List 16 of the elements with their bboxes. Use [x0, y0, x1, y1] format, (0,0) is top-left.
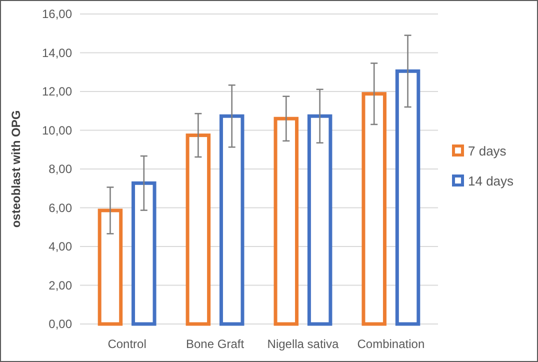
x-tick-label: Control	[108, 337, 146, 351]
y-tick-label: 16,00	[42, 7, 72, 22]
y-axis-title: osteoblast with OPG	[9, 110, 23, 228]
legend-label: 14 days	[468, 174, 514, 189]
y-tick-label: 10,00	[42, 123, 72, 138]
x-tick-label: Combination	[357, 337, 425, 351]
legend-label: 7 days	[468, 144, 507, 159]
x-tick-label: Bone Graft	[186, 337, 245, 351]
y-tick-label: 12,00	[42, 84, 72, 99]
y-tick-label: 2,00	[48, 278, 72, 292]
y-tick-label: 14,00	[42, 46, 72, 60]
x-tick-label: Nigella sativa	[267, 337, 339, 351]
y-tick-label: 4,00	[48, 240, 72, 254]
y-tick-label: 0,00	[48, 317, 72, 332]
y-tick-label: 8,00	[48, 162, 72, 176]
y-tick-label: 6,00	[48, 200, 72, 215]
